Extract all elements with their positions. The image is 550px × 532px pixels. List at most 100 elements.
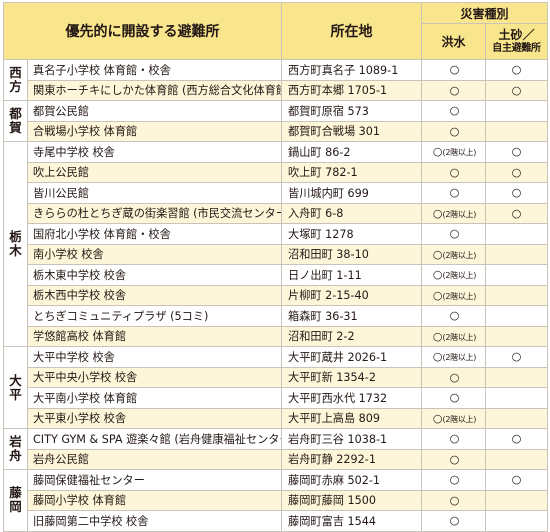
flood-mark: ○ <box>432 247 443 261</box>
landslide-cell <box>484 325 549 347</box>
flood-cell: ○ <box>421 448 486 470</box>
landslide-cell: ○ <box>484 469 549 491</box>
landslide-cell: ○ <box>484 202 549 224</box>
shelter-name: 真名子小学校 体育館・校舎 <box>27 59 282 81</box>
table-row: 大平中央小学校 校舎 大平町新 1354-2 ○ <box>4 366 549 388</box>
landslide-cell <box>484 284 549 306</box>
flood-mark: ○ <box>432 268 443 282</box>
flood-note: (2階以上) <box>442 353 477 363</box>
shelter-name: 大平東小学校 校舎 <box>27 407 282 429</box>
shelter-name: 藤岡保健福祉センター <box>27 469 282 491</box>
flood-note: (2階以上) <box>442 291 477 301</box>
flood-cell: ○ <box>421 223 486 245</box>
area-label: 藤岡 <box>3 469 28 532</box>
landslide-cell: ○ <box>484 428 549 450</box>
flood-mark: ○ <box>432 350 443 364</box>
landslide-cell: ○ <box>484 141 549 163</box>
shelter-name: 関東ホーチキにしかた体育館 (西方総合文化体育館) <box>27 79 282 101</box>
landslide-cell <box>484 305 549 327</box>
header-landslide: 土砂／ 自主避難所 <box>484 23 549 60</box>
flood-cell: ○ <box>421 182 486 204</box>
landslide-cell <box>484 387 549 409</box>
landslide-cell <box>484 366 549 388</box>
shelter-address: 沼和田町 2-2 <box>281 325 422 347</box>
flood-cell: ○ <box>421 100 486 122</box>
table-row: 西方真名子小学校 体育館・校舎 西方町真名子 1089-1 ○ ○ <box>3 59 549 101</box>
shelter-name: 岩舟公民館 <box>27 448 282 470</box>
shelter-name: 栃木西中学校 校舎 <box>27 284 282 306</box>
landslide-cell <box>484 448 549 470</box>
flood-note: (2階以上) <box>442 250 477 260</box>
flood-cell: ○(2階以上) <box>421 202 486 224</box>
area-label: 岩舟 <box>3 428 28 470</box>
table-row: 大平東小学校 校舎 大平町上高島 809 ○(2階以上) <box>4 407 549 429</box>
flood-cell: ○(2階以上) <box>421 325 486 347</box>
shelter-table: 優先的に開設する避難所 所在地 災害種別 洪水 土砂／ 自主避難所 西方真名子小… <box>3 2 549 532</box>
flood-mark: ○ <box>432 411 443 425</box>
shelter-address: 大平町西水代 1732 <box>281 387 422 409</box>
shelter-name: 大平中央小学校 校舎 <box>27 366 282 388</box>
shelter-name: 国府北小学校 体育館・校舎 <box>27 223 282 245</box>
shelter-name: 学悠館高校 体育館 <box>27 325 282 347</box>
flood-cell: ○(2階以上) <box>421 141 486 163</box>
flood-cell: ○ <box>421 428 486 450</box>
table-row: 学悠館高校 体育館 沼和田町 2-2 ○(2階以上) <box>4 325 549 347</box>
flood-note: (2階以上) <box>442 332 477 342</box>
landslide-cell <box>484 407 549 429</box>
shelter-address: 皆川城内町 699 <box>281 182 422 204</box>
table-row: 栃木東中学校 校舎 日ノ出町 1-11 ○(2階以上) <box>4 264 549 286</box>
flood-mark: ○ <box>432 329 443 343</box>
landslide-cell <box>484 223 549 245</box>
flood-note: (2階以上) <box>442 148 477 158</box>
landslide-cell <box>484 264 549 286</box>
table-row: 岩舟 CITY GYM & SPA 遊楽々館 (岩舟健康福祉センター) 岩舟町三谷 … <box>3 428 549 470</box>
shelter-name: CITY GYM & SPA 遊楽々館 (岩舟健康福祉センター) <box>27 428 282 450</box>
flood-cell: ○(2階以上) <box>421 407 486 429</box>
shelter-name: とちぎコミュニティプラザ (5コミ) <box>27 305 282 327</box>
table-row: 都賀都賀公民館 都賀町原宿 573 ○ <box>3 100 549 142</box>
flood-cell: ○ <box>421 387 486 409</box>
header-address: 所在地 <box>281 2 422 60</box>
landslide-cell <box>484 489 549 511</box>
flood-mark: ○ <box>432 145 443 159</box>
table-row: きららの杜とちぎ蔵の街楽習館 (市民交流センター) 入舟町 6-8 ○(2階以上) ○ <box>4 202 549 224</box>
table-row: 関東ホーチキにしかた体育館 (西方総合文化体育館) 西方町本郷 1705-1 ○ ○ <box>4 79 549 101</box>
table-row: 栃木寺尾中学校 校舎 鍋山町 86-2 ○(2階以上) ○ <box>3 141 549 347</box>
shelter-name: 寺尾中学校 校舎 <box>27 141 282 163</box>
shelter-address: 片柳町 2-15-40 <box>281 284 422 306</box>
flood-note: (2階以上) <box>442 414 477 424</box>
shelter-address: 西方町本郷 1705-1 <box>281 79 422 101</box>
flood-cell: ○(2階以上) <box>421 264 486 286</box>
shelter-address: 大平町新 1354-2 <box>281 366 422 388</box>
flood-note: (2階以上) <box>442 209 477 219</box>
table-row: 皆川公民館 皆川城内町 699 ○ ○ <box>4 182 549 204</box>
header-flood: 洪水 <box>421 23 486 60</box>
shelter-address: 入舟町 6-8 <box>281 202 422 224</box>
shelter-address: 大平町上高島 809 <box>281 407 422 429</box>
shelter-address: 大平町蔵井 2026-1 <box>281 346 422 368</box>
flood-cell: ○ <box>421 469 486 491</box>
flood-cell: ○ <box>421 79 486 101</box>
header-landslide-line1: 土砂／ <box>498 27 535 42</box>
landslide-cell: ○ <box>484 79 549 101</box>
shelter-address: 西方町真名子 1089-1 <box>281 59 422 81</box>
shelter-name: 藤岡小学校 体育館 <box>27 489 282 511</box>
shelter-name: きららの杜とちぎ蔵の街楽習館 (市民交流センター) <box>27 202 282 224</box>
shelter-name: 合戦場小学校 体育館 <box>27 120 282 142</box>
flood-cell: ○(2階以上) <box>421 284 486 306</box>
shelter-name: 皆川公民館 <box>27 182 282 204</box>
shelter-address: 大塚町 1278 <box>281 223 422 245</box>
shelter-address: 都賀町原宿 573 <box>281 100 422 122</box>
table-row: 大平南小学校 体育館 大平町西水代 1732 ○ <box>4 387 549 409</box>
flood-cell: ○ <box>421 59 486 81</box>
shelter-name: 都賀公民館 <box>27 100 282 122</box>
table-row: 藤岡小学校 体育館 藤岡町藤岡 1500 ○ <box>4 489 549 511</box>
flood-cell: ○ <box>421 120 486 142</box>
flood-note: (2階以上) <box>442 271 477 281</box>
flood-cell: ○(2階以上) <box>421 346 486 368</box>
header-shelter-name: 優先的に開設する避難所 <box>3 2 282 60</box>
shelter-address: 日ノ出町 1-11 <box>281 264 422 286</box>
shelter-name: 栃木東中学校 校舎 <box>27 264 282 286</box>
shelter-address: 藤岡町藤岡 1500 <box>281 489 422 511</box>
table-row: 栃木西中学校 校舎 片柳町 2-15-40 ○(2階以上) <box>4 284 549 306</box>
